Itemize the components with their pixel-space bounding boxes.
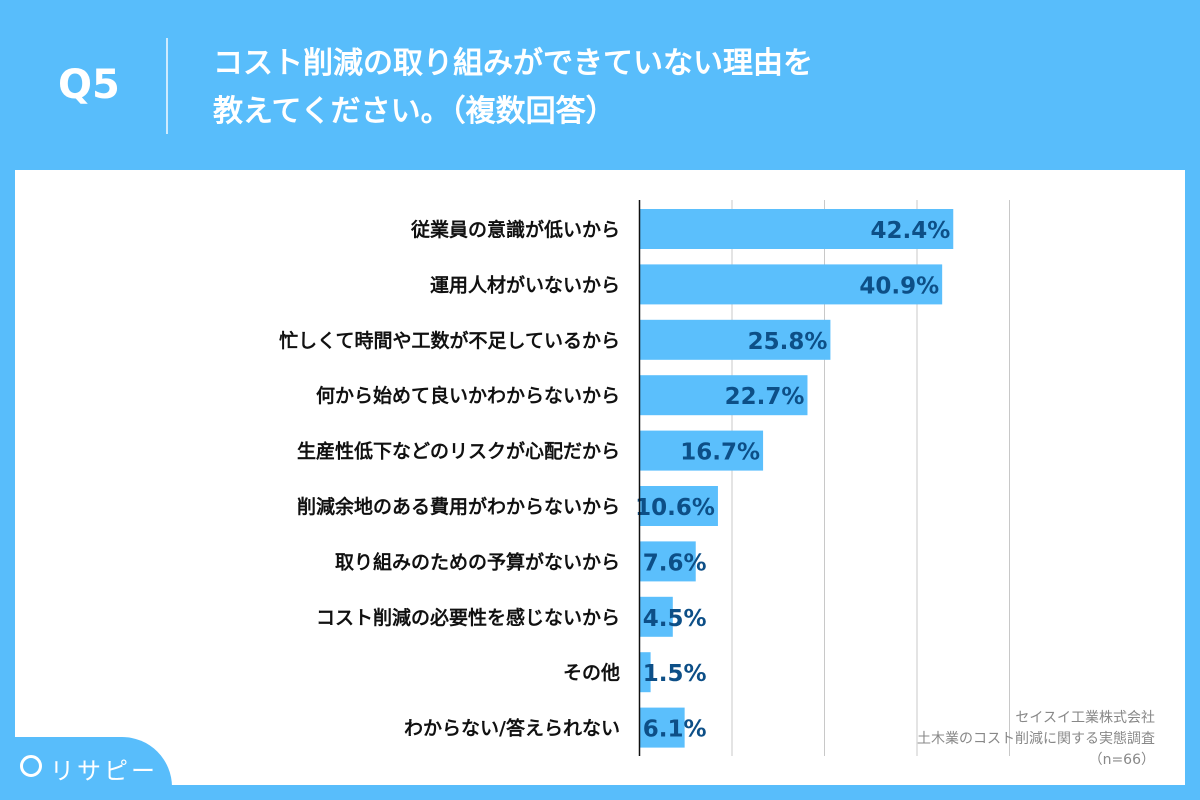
bar — [639, 652, 651, 693]
bar — [639, 375, 808, 416]
question-number: Q5 — [58, 62, 120, 108]
source-note: セイスイ工業株式会社 土木業のコスト削減に関する実態調査 （n=66） — [917, 708, 1155, 771]
value-label: 6.1% — [643, 717, 707, 743]
bar — [639, 319, 831, 360]
category-label: 何から始めて良いかわからないから — [316, 384, 620, 407]
value-label: 10.6% — [635, 495, 715, 521]
title-line-2: 教えてください。（複数回答） — [213, 94, 616, 129]
title-line-1: コスト削減の取り組みができていない理由を — [213, 46, 813, 81]
source-survey: 土木業のコスト削減に関する実態調査 — [917, 731, 1155, 747]
category-label: コスト削減の必要性を感じないから — [316, 606, 620, 629]
category-label: その他 — [563, 661, 620, 684]
value-label: 22.7% — [725, 384, 805, 410]
bar — [639, 430, 764, 471]
category-label: 従業員の意識が低いから — [410, 218, 620, 241]
category-label: 運用人材がいないから — [430, 273, 620, 296]
page-title: コスト削減の取り組みができていない理由を 教えてください。（複数回答） — [213, 40, 813, 136]
chart-panel — [15, 170, 1185, 785]
bar — [639, 596, 673, 637]
value-label: 16.7% — [680, 440, 760, 466]
category-label: 忙しくて時間や工数が不足しているから — [279, 329, 620, 352]
category-label: 取り組みのための予算がないから — [335, 550, 620, 573]
value-label: 42.4% — [870, 218, 950, 244]
category-label: わからない/答えられない — [404, 717, 620, 740]
category-label: 削減余地のある費用がわからないから — [297, 495, 620, 518]
bar — [639, 264, 943, 305]
value-label: 7.6% — [643, 550, 707, 576]
value-label: 40.9% — [859, 273, 939, 299]
pin-icon — [20, 755, 42, 777]
bar — [639, 209, 954, 249]
logo-text: リサピー — [50, 757, 158, 785]
value-label: 1.5% — [643, 661, 707, 687]
value-label: 4.5% — [643, 606, 707, 632]
source-company: セイスイ工業株式会社 — [1015, 710, 1155, 726]
bar — [639, 541, 696, 582]
header-divider — [166, 38, 168, 134]
bar — [639, 486, 718, 526]
value-label: 25.8% — [748, 329, 828, 355]
bar — [639, 707, 685, 748]
sample-size: （n=66） — [1088, 752, 1155, 768]
category-label: 生産性低下などのリスクが心配だから — [297, 440, 620, 463]
logo: リサピー — [0, 737, 172, 800]
